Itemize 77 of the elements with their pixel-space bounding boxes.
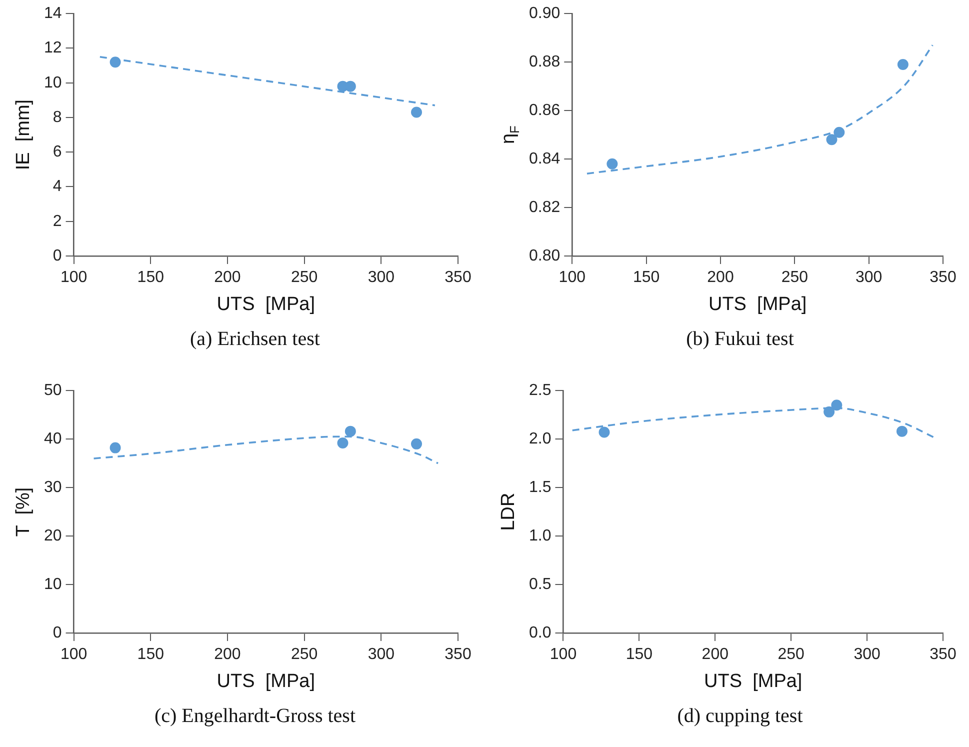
y-tick-label: 10 <box>44 575 62 592</box>
text: (a) Erichsen test <box>189 328 321 351</box>
x-tick-label: 350 <box>930 269 956 286</box>
y-axis-title: ηF <box>498 125 522 144</box>
y-tick-label: 0 <box>52 624 62 641</box>
x-axis-title: UTS [MPa] <box>216 670 315 692</box>
x-tick-label: 200 <box>702 646 729 663</box>
x-tick-label: 150 <box>626 646 653 663</box>
y-tick-label: 4 <box>52 178 62 196</box>
point <box>606 158 618 170</box>
y-tick-label: 0.0 <box>528 624 552 641</box>
x-tick-label: 200 <box>214 646 241 663</box>
point <box>831 399 842 410</box>
x-tick-label: 100 <box>60 646 88 663</box>
point <box>337 436 348 448</box>
point <box>826 134 838 146</box>
x-axis-title: UTS [MPa] <box>708 294 807 315</box>
x-tick-label: 350 <box>444 269 472 286</box>
point <box>834 126 845 138</box>
text: (b) Fukui test <box>685 328 795 351</box>
point <box>110 442 121 453</box>
y-tick-label: 2.0 <box>528 430 552 447</box>
x-axis-title: UTS [MPa] <box>704 670 802 692</box>
y-tick-label: 0 <box>52 247 62 264</box>
y-axis-title: LDR <box>498 492 519 530</box>
point <box>896 425 908 436</box>
y-tick-label: 10 <box>44 74 62 92</box>
point <box>344 425 356 436</box>
point <box>824 406 835 417</box>
x-tick-label: 300 <box>855 269 882 286</box>
y-tick-label: 0.88 <box>529 53 560 70</box>
point <box>110 56 121 68</box>
y-tick-label: 1.5 <box>528 478 552 496</box>
text: (c) Engelhardt-Gross test <box>153 704 357 728</box>
y-axis-title: T [%] <box>13 486 34 536</box>
x-tick-label: 350 <box>444 646 472 663</box>
x-tick-label: 350 <box>930 646 956 663</box>
point <box>411 106 422 118</box>
y-tick-label: 6 <box>52 144 62 161</box>
y-tick-label: 12 <box>44 40 62 57</box>
point <box>598 426 610 438</box>
y-tick-label: 0.90 <box>529 5 560 22</box>
x-tick-label: 250 <box>778 646 805 663</box>
y-tick-label: 2 <box>52 212 62 230</box>
x-tick-label: 250 <box>290 269 318 286</box>
y-tick-label: 0.80 <box>529 247 560 264</box>
y-tick-label: 2.5 <box>528 382 552 399</box>
x-tick-label: 250 <box>781 269 808 286</box>
x-tick-label: 250 <box>290 646 318 663</box>
x-tick-label: 150 <box>137 646 164 663</box>
x-tick-label: 100 <box>550 646 577 663</box>
text: (d) cupping test <box>676 704 804 728</box>
y-tick-label: 1.0 <box>528 526 552 544</box>
line-series <box>586 44 934 174</box>
y-tick-label: 50 <box>44 382 62 399</box>
y-tick-label: 0.82 <box>529 198 560 216</box>
y-axis-title: IE [mm] <box>13 99 34 170</box>
y-tick-label: 14 <box>44 5 62 22</box>
y-tick-label: 40 <box>44 430 62 447</box>
x-tick-label: 300 <box>368 269 395 286</box>
x-tick-label: 100 <box>60 269 88 286</box>
y-tick-label: 20 <box>44 526 62 544</box>
x-tick-label: 300 <box>854 646 880 663</box>
x-tick-label: 200 <box>707 269 734 286</box>
y-tick-label: 30 <box>44 478 62 496</box>
point <box>411 438 422 449</box>
point <box>897 59 908 70</box>
y-tick-label: 0.5 <box>528 575 552 592</box>
y-tick-label: 0.84 <box>529 150 560 168</box>
y-tick-label: 8 <box>52 108 62 126</box>
x-tick-label: 300 <box>368 646 395 663</box>
y-tick-label: 0.86 <box>529 102 560 119</box>
x-tick-label: 150 <box>137 269 164 286</box>
x-axis-title: UTS [MPa] <box>216 294 315 315</box>
x-tick-label: 150 <box>632 269 660 286</box>
x-tick-label: 100 <box>558 269 586 286</box>
x-tick-label: 200 <box>214 269 241 286</box>
